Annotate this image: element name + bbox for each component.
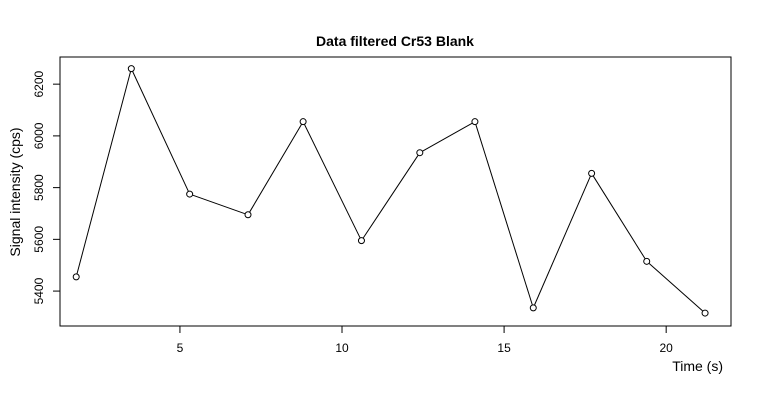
series-line-segment: [192, 194, 246, 215]
y-tick-label: 5400: [32, 277, 46, 304]
data-point: [357, 237, 365, 245]
y-tick-label: 5800: [32, 174, 46, 201]
plot-area-frame: [59, 56, 732, 327]
series-line-segment: [304, 124, 361, 238]
data-point: [127, 65, 135, 73]
data-point: [72, 273, 80, 281]
data-point: [588, 169, 596, 177]
data-point: [529, 304, 537, 312]
series-line-segment: [534, 176, 591, 306]
x-axis: 5 10 15 20: [177, 325, 673, 355]
y-tick-label: 5600: [32, 226, 46, 253]
y-axis: 5400 5600 5800 6000 6200: [32, 70, 61, 304]
x-tick-label: 5: [177, 341, 184, 355]
data-point: [186, 190, 194, 198]
series-line-segment: [249, 124, 302, 213]
series-line-segment: [475, 124, 533, 305]
series-layer: [72, 65, 709, 317]
x-tick-label: 20: [659, 341, 673, 355]
series-line-segment: [132, 71, 189, 192]
series-line-segment: [422, 122, 473, 152]
series-line-segment: [592, 175, 646, 259]
series-line-segment: [76, 71, 131, 274]
y-tick-label: 6000: [32, 122, 46, 149]
data-point: [471, 118, 479, 126]
y-axis-label: Signal intensity (cps): [7, 127, 23, 256]
x-axis-label: Time (s): [672, 358, 723, 374]
data-point: [244, 211, 252, 219]
data-point: [416, 149, 424, 157]
y-tick-label: 6200: [32, 70, 46, 97]
series-line-segment: [648, 263, 703, 312]
x-tick-label: 10: [335, 341, 349, 355]
chart-title: Data filtered Cr53 Blank: [316, 33, 474, 49]
data-point: [643, 257, 651, 265]
data-point: [701, 309, 709, 317]
data-point: [299, 118, 307, 126]
series-line-segment: [362, 155, 419, 239]
x-tick-label: 15: [497, 341, 511, 355]
